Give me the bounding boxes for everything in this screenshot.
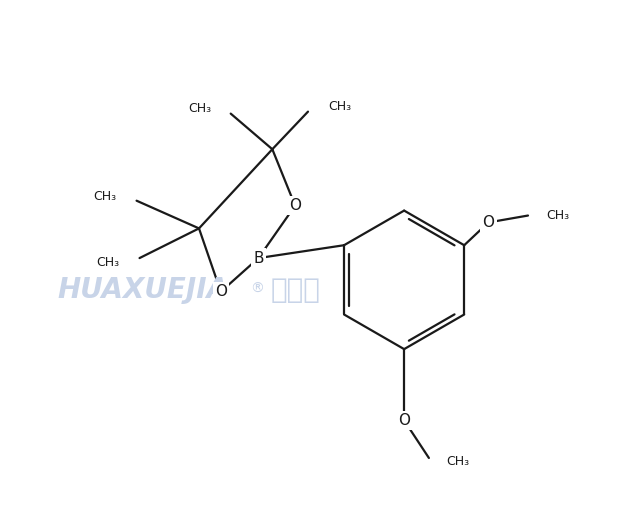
Text: 化学加: 化学加: [270, 276, 320, 304]
Text: CH₃: CH₃: [328, 100, 351, 113]
Text: O: O: [482, 215, 494, 230]
Text: CH₃: CH₃: [188, 102, 211, 115]
Text: CH₃: CH₃: [94, 190, 117, 203]
Text: HUAXUEJIA: HUAXUEJIA: [57, 276, 228, 304]
Text: ®: ®: [251, 282, 265, 296]
Text: CH₃: CH₃: [97, 255, 120, 269]
Text: O: O: [215, 284, 227, 299]
Text: CH₃: CH₃: [546, 209, 569, 222]
Text: O: O: [289, 198, 301, 213]
Text: B: B: [253, 251, 263, 265]
Text: CH₃: CH₃: [447, 455, 470, 469]
Text: O: O: [398, 413, 410, 428]
